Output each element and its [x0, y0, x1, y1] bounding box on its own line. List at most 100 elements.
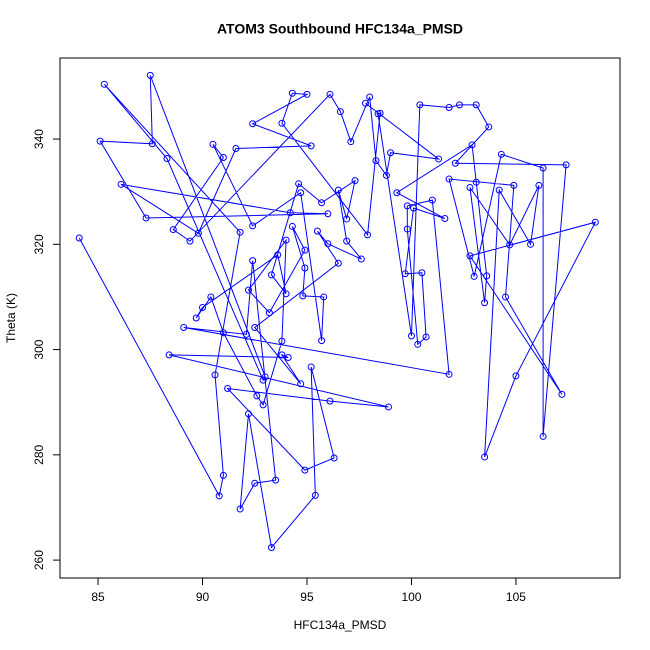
point [272, 476, 280, 484]
point [249, 120, 257, 128]
point [236, 228, 244, 236]
point [393, 189, 401, 197]
x-tick-label: 90 [196, 590, 210, 604]
point [242, 330, 250, 338]
point [146, 71, 154, 79]
point [387, 149, 395, 157]
point [318, 199, 326, 207]
point [326, 90, 334, 98]
point [75, 234, 83, 242]
point [330, 454, 338, 462]
point [334, 259, 342, 267]
point [301, 264, 309, 272]
point [445, 370, 453, 378]
point [209, 140, 217, 148]
point [297, 380, 305, 388]
point [282, 290, 290, 298]
point [244, 286, 252, 294]
point [278, 119, 286, 127]
y-tick-label: 340 [32, 129, 46, 149]
point [199, 303, 207, 311]
point [318, 337, 326, 345]
point [286, 209, 294, 217]
point [186, 237, 194, 245]
point [466, 252, 474, 260]
point [428, 196, 436, 204]
point [278, 337, 286, 345]
point [445, 175, 453, 183]
point [215, 492, 223, 500]
point [324, 240, 332, 248]
point [194, 229, 202, 237]
point [403, 225, 411, 233]
point [313, 227, 321, 235]
point [336, 108, 344, 116]
point [261, 373, 269, 381]
point [483, 272, 491, 280]
point [403, 202, 411, 210]
point [284, 353, 292, 361]
point [297, 189, 305, 197]
point [96, 137, 104, 145]
point [142, 214, 150, 222]
point [481, 453, 489, 461]
y-tick-label: 320 [32, 234, 46, 254]
point [466, 183, 474, 191]
point [299, 292, 307, 300]
point [414, 340, 422, 348]
point [253, 392, 261, 400]
point [410, 204, 418, 212]
point [301, 466, 309, 474]
point [207, 293, 215, 301]
x-axis-label: HFC134a_PMSD [294, 618, 387, 632]
point [265, 309, 273, 317]
point [495, 186, 503, 194]
point [407, 332, 415, 340]
point [451, 159, 459, 167]
x-tick-label: 95 [300, 590, 314, 604]
point [236, 505, 244, 513]
plot-box [59, 57, 621, 579]
point [288, 89, 296, 97]
point [307, 363, 315, 371]
point [249, 222, 257, 230]
point [282, 236, 290, 244]
point [372, 157, 380, 165]
point [539, 432, 547, 440]
x-tick-label: 100 [401, 590, 421, 604]
point [326, 397, 334, 405]
x-tick-label: 105 [506, 590, 526, 604]
point [165, 351, 173, 359]
point [364, 231, 372, 239]
point [470, 272, 478, 280]
point [539, 164, 547, 172]
point [334, 186, 342, 194]
point [497, 150, 505, 158]
point [512, 372, 520, 380]
point [224, 385, 232, 393]
point [468, 141, 476, 149]
point [422, 333, 430, 341]
point [324, 210, 332, 218]
point [418, 269, 426, 277]
point [288, 222, 296, 230]
y-axis-label: Theta (K) [4, 293, 18, 343]
point [485, 123, 493, 131]
point [278, 351, 286, 359]
point [441, 215, 449, 223]
chart-title: ATOM3 Southbound HFC134a_PMSD [217, 21, 463, 37]
point [219, 471, 227, 479]
point [535, 181, 543, 189]
point [562, 161, 570, 169]
point [384, 403, 392, 411]
point [481, 299, 489, 307]
point [311, 491, 319, 499]
point [251, 323, 259, 331]
point [100, 80, 108, 88]
point [351, 177, 359, 185]
series-line [78, 75, 597, 549]
point [435, 155, 443, 163]
point [510, 181, 518, 189]
point [506, 241, 514, 249]
